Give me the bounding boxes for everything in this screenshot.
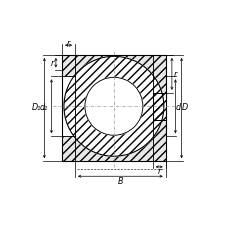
Text: D: D (181, 102, 187, 111)
Bar (62, 56, 165, 161)
Text: D₁: D₁ (32, 102, 41, 111)
Text: B: B (117, 176, 123, 185)
Bar (62, 56, 165, 161)
Text: r: r (67, 38, 70, 47)
Text: r: r (51, 59, 54, 68)
Text: r: r (157, 166, 160, 175)
Circle shape (85, 78, 142, 136)
Text: r: r (173, 70, 176, 79)
Bar (152, 93, 165, 120)
Text: d: d (175, 102, 180, 111)
Circle shape (64, 57, 163, 157)
Bar (62, 56, 165, 161)
Bar (62, 77, 75, 137)
Bar (151, 93, 165, 120)
Text: d₁: d₁ (40, 102, 48, 111)
